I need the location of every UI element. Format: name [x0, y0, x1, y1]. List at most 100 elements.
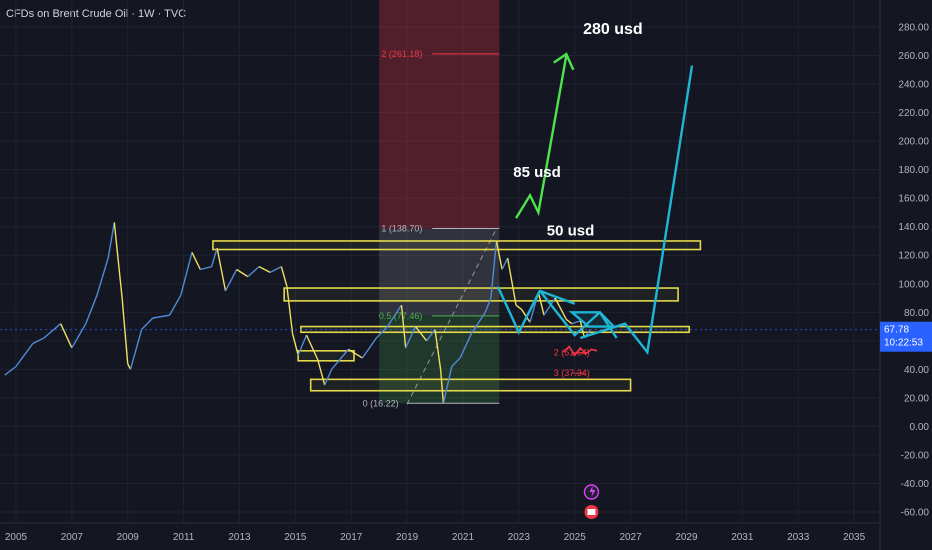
price-segment: [414, 326, 428, 342]
price-segment: [96, 257, 109, 296]
price-annotation: 280 usd: [583, 21, 643, 38]
wedge-line[interactable]: [496, 286, 576, 336]
x-axis: 2005 2007 2009 2011 2013 2015 2017 2019 2021 2023…: [0, 522, 880, 543]
price-segment: [60, 323, 73, 349]
y-tick-label: 40.00: [904, 365, 929, 376]
fib-zone-red: [379, 0, 500, 229]
current-price-tag: 67.78 10:22:53: [880, 321, 932, 352]
x-tick-label: 2021: [452, 532, 475, 543]
price-segment: [554, 297, 567, 320]
price-annotation: 85 usd: [513, 164, 561, 181]
x-tick-label: 2007: [61, 532, 84, 543]
price-segment: [400, 305, 407, 349]
support-resistance-zone[interactable]: [297, 350, 355, 362]
price-segment: [4, 365, 17, 376]
y-tick-label: 160.00: [898, 194, 929, 205]
support-resistance-zone[interactable]: [212, 240, 702, 251]
y-tick-label: 140.00: [898, 222, 929, 233]
price-segment: [210, 247, 218, 267]
fib-level-label: 0.5 (77.46): [379, 311, 423, 321]
annotations: 280 usd 85 usd 50 usd: [513, 21, 642, 239]
fib-level-label: 1 (138.70): [381, 224, 422, 234]
price-segment: [224, 269, 238, 292]
y-tick-label: 260.00: [898, 51, 929, 62]
x-tick-label: 2017: [340, 532, 363, 543]
y-tick-label: 0.00: [910, 422, 930, 433]
green-projection-arrowhead: [553, 52, 575, 71]
price-segment: [459, 333, 472, 359]
price-segment: [280, 266, 288, 287]
lightning-icon: [589, 486, 596, 497]
y-tick-label: 20.00: [904, 393, 929, 404]
fib-level-label: 0 (16.22): [363, 398, 399, 408]
price-segment: [426, 328, 436, 342]
price-segment: [490, 240, 498, 299]
x-tick-label: 2033: [787, 532, 810, 543]
price-segment: [152, 314, 170, 319]
green-projection[interactable]: [515, 55, 568, 219]
x-tick-label: 2019: [396, 532, 419, 543]
price-segment: [543, 297, 556, 316]
y-tick-label: -40.00: [901, 479, 930, 490]
price-segment: [191, 252, 201, 270]
x-tick-label: 2005: [5, 532, 28, 543]
wedge-line[interactable]: [540, 291, 618, 339]
price-segment: [484, 297, 492, 313]
price-segment: [537, 292, 545, 316]
cyan-projection[interactable]: [579, 65, 694, 356]
price-segment: [107, 222, 115, 259]
price-segment: [348, 348, 363, 359]
y-tick-label: -20.00: [901, 450, 930, 461]
price-segment: [247, 266, 260, 278]
price-segment: [269, 266, 282, 273]
support-resistance-zone[interactable]: [309, 378, 632, 392]
event-badges: [583, 484, 600, 519]
price-segment: [32, 337, 45, 345]
price-segment: [180, 252, 193, 296]
price-segment: [15, 343, 34, 367]
price-segment: [501, 257, 509, 270]
us-flag-icon: [587, 509, 596, 515]
price-segment: [442, 366, 453, 404]
price-segment: [331, 358, 341, 370]
support-resistance-zone[interactable]: [283, 287, 679, 302]
price-segment: [43, 323, 62, 339]
price-segment: [361, 337, 377, 359]
price-segment: [200, 265, 212, 271]
y-tick-label: 100.00: [898, 279, 929, 290]
fib-level-label: 2 (51.64): [554, 348, 590, 358]
projected-path: [562, 345, 598, 357]
fib-trend-line: [406, 228, 497, 405]
price-segment: [317, 359, 326, 386]
symbol-title: CFDs on Brent Crude Oil · 1W · TVC: [6, 8, 187, 20]
price-segment: [85, 294, 98, 324]
fib-levels: 2 (261.18) 1 (138.70) 0.5 (77.46) 0 (16.22)…: [363, 49, 598, 408]
fib-shading: [379, 0, 500, 405]
x-tick-label: 2035: [843, 532, 866, 543]
projections: [515, 52, 694, 356]
y-tick-label: 240.00: [898, 80, 929, 91]
price-segment: [506, 257, 517, 306]
price-segment: [434, 329, 442, 370]
x-tick-label: 2027: [619, 532, 642, 543]
bar-countdown: 10:22:53: [884, 338, 923, 349]
y-tick-label: 280.00: [898, 23, 929, 34]
price-segment: [439, 369, 445, 404]
x-tick-label: 2031: [731, 532, 754, 543]
x-tick-label: 2023: [508, 532, 531, 543]
price-segment: [236, 268, 249, 278]
y-tick-label: -60.00: [901, 508, 930, 519]
price-segment: [405, 326, 417, 349]
triangle-pattern: [496, 286, 618, 339]
price-segment: [291, 333, 299, 356]
price-segment: [113, 222, 123, 299]
x-tick-label: 2029: [675, 532, 698, 543]
price-segment: [127, 363, 132, 370]
price-segment: [495, 240, 503, 270]
price-segment: [305, 334, 319, 360]
current-price-value: 67.78: [884, 325, 909, 336]
flag-box[interactable]: [568, 311, 617, 328]
fib-level-label: 2 (261.18): [381, 49, 422, 59]
y-tick-label: 180.00: [898, 165, 929, 176]
